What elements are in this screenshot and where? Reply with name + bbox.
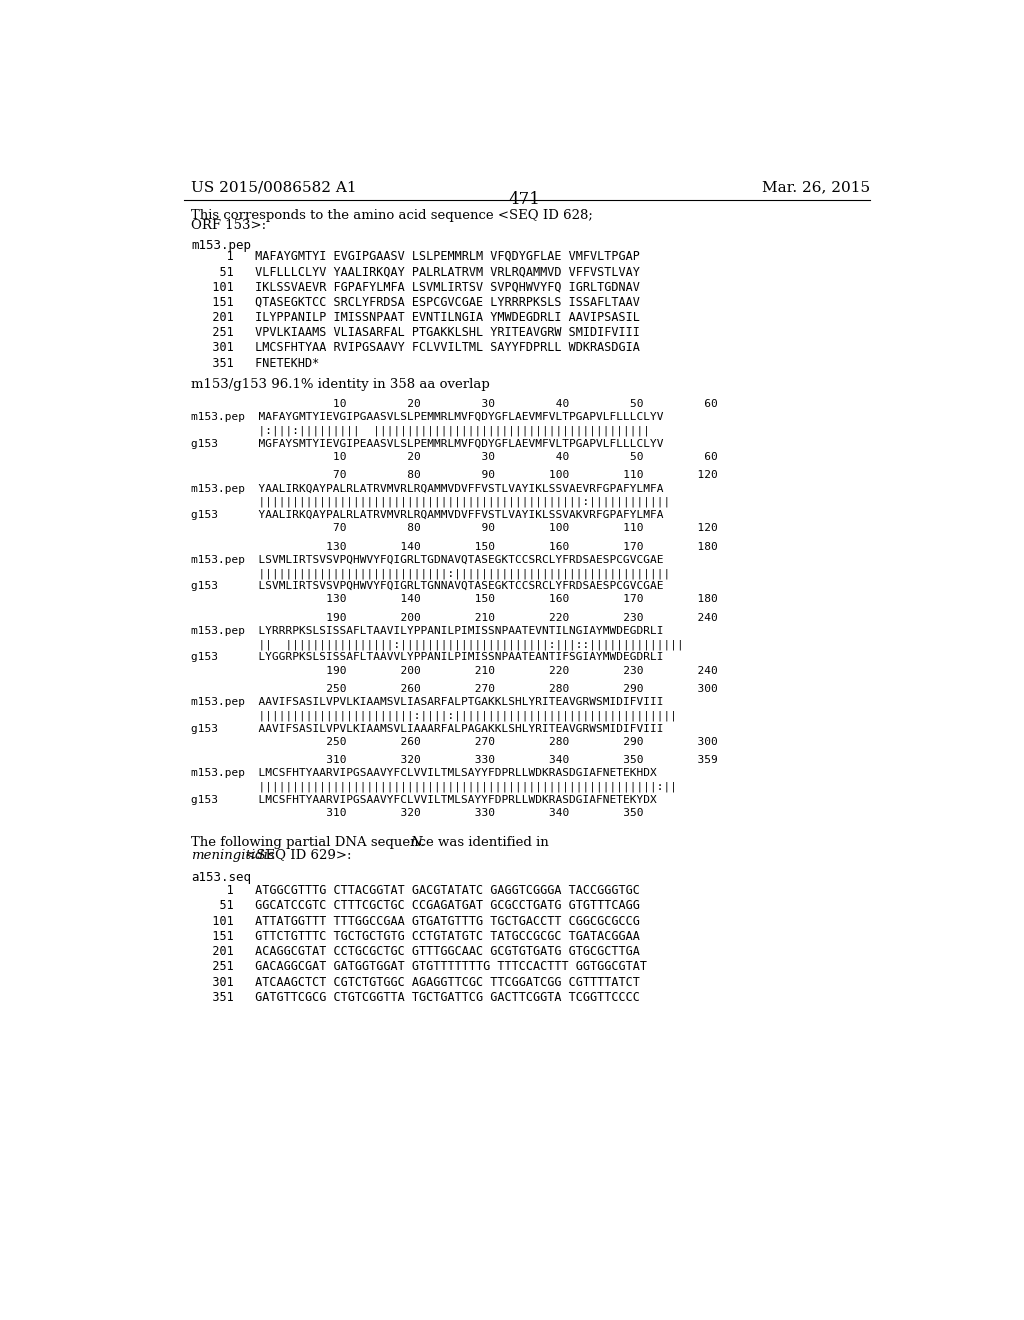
Text: 10         20         30         40         50         60: 10 20 30 40 50 60	[279, 453, 718, 462]
Text: a153.seq: a153.seq	[191, 871, 252, 884]
Text: m153.pep  LMCSFHTYAARVIPGSAAVYFCLVVILTMLSAYYFDPRLLWDKRASDGIAFNETEKHDX: m153.pep LMCSFHTYAARVIPGSAAVYFCLVVILTMLS…	[191, 768, 657, 779]
Text: 101   ATTATGGTTT TTTGGCCGAA GTGATGTTTG TGCTGACCTT CGGCGCGCCG: 101 ATTATGGTTT TTTGGCCGAA GTGATGTTTG TGC…	[191, 915, 640, 928]
Text: m153.pep: m153.pep	[191, 239, 252, 252]
Text: meningitidis: meningitidis	[191, 849, 275, 862]
Text: g153      MGFAYSMTYIEVGIPEAASVLSLPEMMRLMVFQDYGFLAEVMFVLTPGAPVLFLLLCLYV: g153 MGFAYSMTYIEVGIPEAASVLSLPEMMRLMVFQDY…	[191, 440, 664, 449]
Text: m153.pep  LYRRRPKSLSISSAFLTAAVILYPPANILPIMISSNPAATEVNTILNGIAYMWDEGDRLI: m153.pep LYRRRPKSLSISSAFLTAAVILYPPANILPI…	[191, 626, 664, 636]
Text: m153.pep  MAFAYGMTYIEVGIPGAASVLSLPEMMRLMVFQDYGFLAEVMFVLTPGAPVLFLLLCLYV: m153.pep MAFAYGMTYIEVGIPGAASVLSLPEMMRLMV…	[191, 412, 664, 422]
Text: US 2015/0086582 A1: US 2015/0086582 A1	[191, 181, 357, 195]
Text: 70         80         90        100        110        120: 70 80 90 100 110 120	[279, 523, 718, 533]
Text: g153      LYGGRPKSLSISSAFLTAAVVLYPPANILPIMISSNPAATEANTIFSGIAYMWDEGDRLI: g153 LYGGRPKSLSISSAFLTAAVVLYPPANILPIMISS…	[191, 652, 664, 663]
Text: |:|||:|||||||||  |||||||||||||||||||||||||||||||||||||||||: |:|||:||||||||| ||||||||||||||||||||||||…	[191, 426, 650, 436]
Text: Mar. 26, 2015: Mar. 26, 2015	[762, 181, 870, 195]
Text: 251   VPVLKIAAMS VLIASARFAL PTGAKKLSHL YRITEAVGRW SMIDIFVIII: 251 VPVLKIAAMS VLIASARFAL PTGAKKLSHL YRI…	[191, 326, 640, 339]
Text: 70         80         90        100        110        120: 70 80 90 100 110 120	[279, 470, 718, 480]
Text: The following partial DNA sequence was identified in: The following partial DNA sequence was i…	[191, 837, 554, 849]
Text: 351   GATGTTCGCG CTGTCGGTTA TGCTGATTCG GACTTCGGTA TCGGTTCCCC: 351 GATGTTCGCG CTGTCGGTTA TGCTGATTCG GAC…	[191, 991, 640, 1003]
Text: 351   FNETEKHD*: 351 FNETEKHD*	[191, 356, 319, 370]
Text: N.: N.	[411, 837, 425, 849]
Text: 301   LMCSFHTYAA RVIPGSAAVY FCLVVILTML SAYYFDPRLL WDKRASDGIA: 301 LMCSFHTYAA RVIPGSAAVY FCLVVILTML SAY…	[191, 342, 640, 354]
Text: 10         20         30         40         50         60: 10 20 30 40 50 60	[279, 399, 718, 409]
Text: |||||||||||||||||||||||:||||:|||||||||||||||||||||||||||||||||: |||||||||||||||||||||||:||||:|||||||||||…	[191, 710, 678, 721]
Text: ||  ||||||||||||||||:||||||||||||||||||||||:|||::||||||||||||||: || ||||||||||||||||:||||||||||||||||||||…	[191, 639, 684, 649]
Text: 101   IKLSSVAEVR FGPAFYLMFA LSVMLIRTSV SVPQHWVYFQ IGRLTGDNAV: 101 IKLSSVAEVR FGPAFYLMFA LSVMLIRTSV SVP…	[191, 280, 640, 293]
Text: 151   QTASEGKTCC SRCLYFRDSA ESPCGVCGAE LYRRRPKSLS ISSAFLTAAV: 151 QTASEGKTCC SRCLYFRDSA ESPCGVCGAE LYR…	[191, 296, 640, 309]
Text: ||||||||||||||||||||||||||||:||||||||||||||||||||||||||||||||: ||||||||||||||||||||||||||||:|||||||||||…	[191, 568, 671, 578]
Text: 201   ACAGGCGTAT CCTGCGCTGC GTTTGGCAAC GCGTGTGATG GTGCGCTTGA: 201 ACAGGCGTAT CCTGCGCTGC GTTTGGCAAC GCG…	[191, 945, 640, 958]
Text: m153.pep  LSVMLIRTSVSVPQHWVYFQIGRLTGDNAVQTASEGKTCCSRCLYFRDSAESPCGVCGAE: m153.pep LSVMLIRTSVSVPQHWVYFQIGRLTGDNAVQ…	[191, 554, 664, 565]
Text: |||||||||||||||||||||||||||||||||||||||||||||||||||||||||||:||: ||||||||||||||||||||||||||||||||||||||||…	[191, 781, 678, 792]
Text: 130        140        150        160        170        180: 130 140 150 160 170 180	[279, 594, 718, 605]
Text: 51   GGCATCCGTC CTTTCGCTGC CCGAGATGAT GCGCCTGATG GTGTTTCAGG: 51 GGCATCCGTC CTTTCGCTGC CCGAGATGAT GCGC…	[191, 899, 640, 912]
Text: <SEQ ID 629>:: <SEQ ID 629>:	[241, 849, 351, 862]
Text: This corresponds to the amino acid sequence <SEQ ID 628;: This corresponds to the amino acid seque…	[191, 210, 593, 222]
Text: m153.pep  YAALIRKQAYPALRLATRVMVRLRQAMMVDVFFVSTLVAYIKLSSVAEVRFGPAFYLMFA: m153.pep YAALIRKQAYPALRLATRVMVRLRQAMMVDV…	[191, 483, 664, 494]
Text: g153      LMCSFHTYAARVIPGSAAVYFCLVVILTMLSAYYFDPRLLWDKRASDGIAFNETEKYDX: g153 LMCSFHTYAARVIPGSAAVYFCLVVILTMLSAYYF…	[191, 795, 657, 805]
Text: 130        140        150        160        170        180: 130 140 150 160 170 180	[279, 541, 718, 552]
Text: 1   ATGGCGTTTG CTTACGGTAT GACGTATATC GAGGTCGGGA TACCGGGTGC: 1 ATGGCGTTTG CTTACGGTAT GACGTATATC GAGGT…	[191, 884, 640, 898]
Text: g153      AAVIFSASILVPVLKIAAMSVLIAAARFALPAGAKKLSHLYRITEAVGRWSMIDIFVIII: g153 AAVIFSASILVPVLKIAAMSVLIAAARFALPAGAK…	[191, 723, 664, 734]
Text: 301   ATCAAGCTCT CGTCTGTGGC AGAGGTTCGC TTCGGATCGG CGTTTTATCT: 301 ATCAAGCTCT CGTCTGTGGC AGAGGTTCGC TTC…	[191, 975, 640, 989]
Text: g153      LSVMLIRTSVSVPQHWVYFQIGRLTGNNAVQTASEGKTCCSRCLYFRDSAESPCGVCGAE: g153 LSVMLIRTSVSVPQHWVYFQIGRLTGNNAVQTASE…	[191, 581, 664, 591]
Text: 310        320        330        340        350        359: 310 320 330 340 350 359	[279, 755, 718, 766]
Text: 250        260        270        280        290        300: 250 260 270 280 290 300	[279, 684, 718, 694]
Text: 251   GACAGGCGAT GATGGTGGAT GTGTTTTTTTG TTTCCACTTT GGTGGCGTAT: 251 GACAGGCGAT GATGGTGGAT GTGTTTTTTTG TT…	[191, 961, 647, 973]
Text: 51   VLFLLLCLYV YAALIRKQAY PALRLATRVM VRLRQAMMVD VFFVSTLVAY: 51 VLFLLLCLYV YAALIRKQAY PALRLATRVM VRLR…	[191, 265, 640, 279]
Text: 151   GTTCTGTTTC TGCTGCTGTG CCTGTATGTC TATGCCGCGC TGATACGGAA: 151 GTTCTGTTTC TGCTGCTGTG CCTGTATGTC TAT…	[191, 929, 640, 942]
Text: m153/g153 96.1% identity in 358 aa overlap: m153/g153 96.1% identity in 358 aa overl…	[191, 378, 490, 391]
Text: 190        200        210        220        230        240: 190 200 210 220 230 240	[279, 612, 718, 623]
Text: ORF 153>:: ORF 153>:	[191, 219, 266, 232]
Text: 310        320        330        340        350: 310 320 330 340 350	[279, 808, 643, 818]
Text: 190        200        210        220        230        240: 190 200 210 220 230 240	[279, 665, 718, 676]
Text: m153.pep  AAVIFSASILVPVLKIAAMSVLIASARFALPTGAKKLSHLYRITEAVGRWSMIDIFVIII: m153.pep AAVIFSASILVPVLKIAAMSVLIASARFALP…	[191, 697, 664, 708]
Text: g153      YAALIRKQAYPALRLATRVMVRLRQAMMVDVFFVSTLVAYIKLSSVAKVRFGPAFYLMFA: g153 YAALIRKQAYPALRLATRVMVRLRQAMMVDVFFVS…	[191, 510, 664, 520]
Text: 250        260        270        280        290        300: 250 260 270 280 290 300	[279, 737, 718, 747]
Text: 471: 471	[509, 191, 541, 209]
Text: 1   MAFAYGMTYI EVGIPGAASV LSLPEMMRLM VFQDYGFLAE VMFVLTPGAP: 1 MAFAYGMTYI EVGIPGAASV LSLPEMMRLM VFQDY…	[191, 249, 640, 263]
Text: ||||||||||||||||||||||||||||||||||||||||||||||||:||||||||||||: ||||||||||||||||||||||||||||||||||||||||…	[191, 496, 671, 507]
Text: 201   ILYPPANILP IMISSNPAAT EVNTILNGIA YMWDEGDRLI AAVIPSASIL: 201 ILYPPANILP IMISSNPAAT EVNTILNGIA YMW…	[191, 312, 640, 323]
